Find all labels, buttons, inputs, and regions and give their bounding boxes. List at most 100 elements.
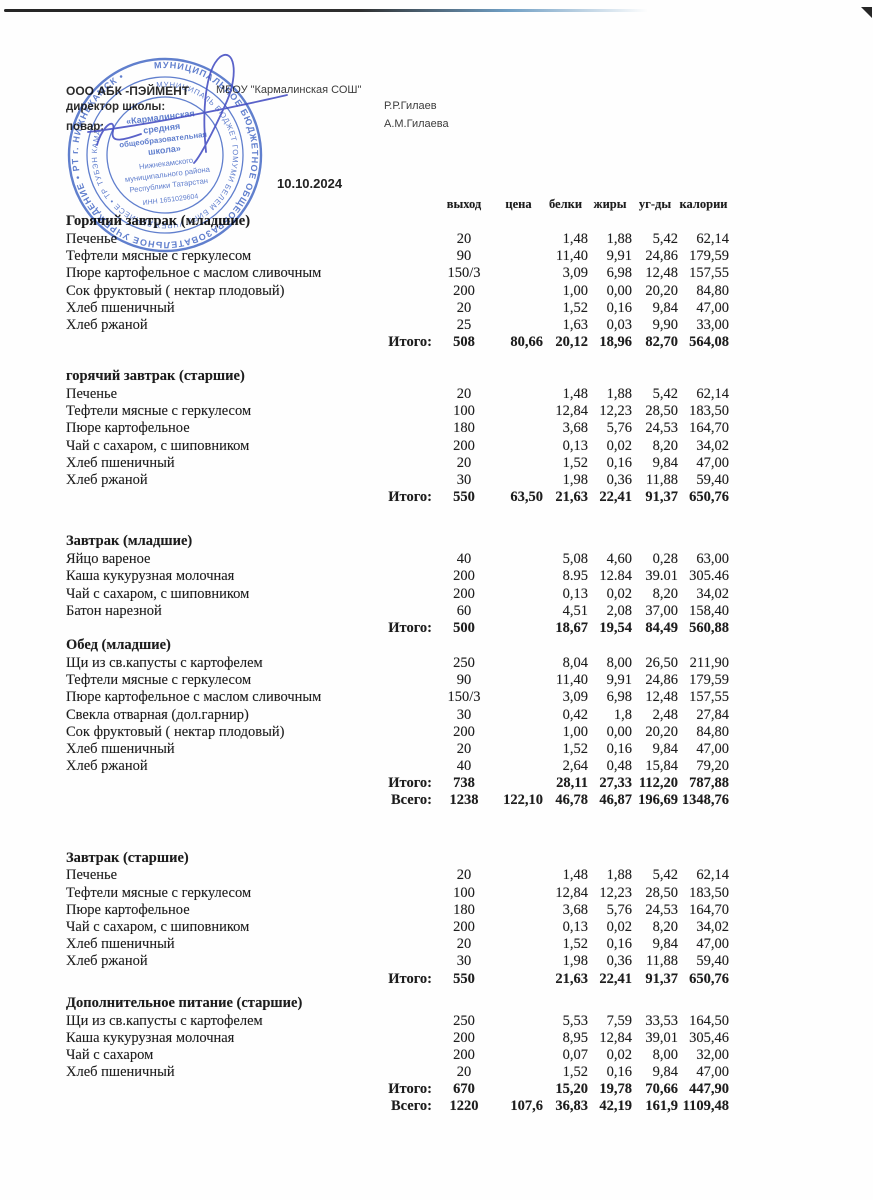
cell-protein: 1,52 — [562, 299, 588, 316]
cell-out: 20 — [456, 936, 472, 953]
cell-fat: 0,16 — [606, 740, 632, 757]
cell-protein: 3,09 — [562, 689, 588, 706]
dish-name: Сок фруктовый ( нектар плодовый) — [66, 723, 285, 740]
cell-out: 550 — [453, 489, 475, 506]
dish-name: Чай с сахаром, с шиповником — [66, 918, 250, 935]
menu-section: Обед (младшие) Щи из св.капусты с картофе… — [66, 637, 729, 809]
menu-row: Тефтели мясные с геркулесом 90 11,40 9,91 24… — [66, 672, 729, 689]
menu-row: Тефтели мясные с геркулесом 90 11,40 9,91 24… — [66, 248, 729, 265]
cell-carbs: 28,50 — [645, 403, 678, 420]
menu-row: Яйцо вареное 40 5,08 4,60 0,28 63,00 — [66, 551, 729, 568]
total-row: Итого: 508 80,66 20,12 18,96 82,70 564,08 — [66, 334, 729, 351]
menu-row: Тефтели мясные с геркулесом 100 12,84 12,23… — [66, 403, 729, 420]
total-row: Итого: 550 21,63 22,41 91,37 650,76 — [66, 971, 729, 988]
cell-out: 20 — [456, 230, 472, 247]
cell-carbs: 11,88 — [645, 953, 678, 970]
cell-out: 508 — [453, 334, 475, 351]
cell-fat: 9,91 — [606, 672, 632, 689]
dish-name: Пюре картофельное — [66, 420, 190, 437]
cell-protein: 11,40 — [555, 672, 588, 689]
cell-fat: 0,48 — [606, 758, 632, 775]
cell-protein: 21,63 — [555, 489, 588, 506]
cell-out: 200 — [453, 568, 475, 585]
cell-protein: 0,07 — [562, 1046, 588, 1063]
cell-fat: 0,00 — [606, 282, 632, 299]
total-row: Всего: 1220 107,6 36,83 42,19 161,9 1109,48 — [66, 1098, 729, 1115]
cell-carbs: 8,20 — [652, 585, 678, 602]
cell-out: 200 — [453, 1029, 475, 1046]
cell-out: 180 — [453, 901, 475, 918]
cell-cal: 47,00 — [696, 1064, 729, 1081]
menu-row: Тефтели мясные с геркулесом 100 12,84 12,23… — [66, 885, 729, 902]
cell-carbs: 5,42 — [652, 386, 678, 403]
director-signature-loop — [193, 54, 235, 164]
cell-carbs: 11,88 — [645, 472, 678, 489]
cell-protein: 1,48 — [562, 386, 588, 403]
cell-out: 20 — [456, 454, 472, 471]
cell-cal: 164,70 — [689, 420, 729, 437]
cell-fat: 1,88 — [606, 230, 632, 247]
cell-price: 107,6 — [510, 1098, 543, 1115]
cell-fat: 0,03 — [606, 316, 632, 333]
cell-cal: 179,59 — [689, 672, 729, 689]
dish-name: Печенье — [66, 386, 118, 403]
cell-cal: 84,80 — [696, 723, 729, 740]
cell-out: 150/3 — [447, 689, 481, 706]
cell-carbs: 28,50 — [645, 884, 678, 901]
cell-price: 80,66 — [510, 334, 543, 351]
col-header-fat: жиры — [593, 197, 627, 211]
supplier-org-name: ООО АБК -ПЭЙМЕНТ — [66, 84, 190, 98]
section-title: горячий завтрак (старшие) — [66, 368, 245, 385]
cell-cal: 79,20 — [696, 758, 729, 775]
menu-row: Хлеб пшеничный 20 1,52 0,16 9,84 47,00 — [66, 455, 729, 472]
cell-cal: 47,00 — [696, 740, 729, 757]
cell-protein: 21,63 — [555, 970, 588, 987]
cell-out: 1238 — [449, 792, 479, 809]
stamp-line: муниципального района — [124, 165, 211, 184]
total-label: Итого: — [388, 1081, 432, 1098]
cell-carbs: 33,53 — [645, 1012, 678, 1029]
menu-row: Хлеб пшеничный 20 1,52 0,16 9,84 47,00 — [66, 300, 729, 317]
cell-carbs: 24,53 — [645, 901, 678, 918]
cell-cal: 305,46 — [689, 1029, 729, 1046]
cell-cal: 1348,76 — [681, 792, 729, 809]
cell-cal: 564,08 — [689, 334, 729, 351]
cell-cal: 157,55 — [689, 689, 729, 706]
dish-name: Хлеб пшеничный — [66, 1064, 175, 1081]
menu-section: горячий завтрак (старшие) Печенье 20 1,48 1,… — [66, 368, 729, 506]
cell-carbs: 15,84 — [645, 758, 678, 775]
dish-name: Хлеб ржаной — [66, 316, 148, 333]
section-title: Горячий завтрак (младшие) — [66, 213, 251, 230]
dish-name: Яйцо вареное — [66, 551, 151, 568]
cook-role-label: повар: — [66, 121, 105, 133]
cell-protein: 0,13 — [562, 437, 588, 454]
cell-fat: 8,00 — [606, 654, 632, 671]
dish-name: Каша кукурузная молочная — [66, 568, 235, 585]
cell-carbs: 82,70 — [645, 334, 678, 351]
cell-fat: 6,98 — [606, 265, 632, 282]
dish-name: Хлеб ржаной — [66, 472, 148, 489]
menu-table: выход цена белки жиры уг-ды калории Горя… — [66, 196, 729, 1116]
cell-protein: 8.95 — [562, 568, 588, 585]
menu-row: Щи из св.капусты с картофелем 250 8,04 8,00… — [66, 655, 729, 672]
dish-name: Чай с сахаром, с шиповником — [66, 437, 250, 454]
dish-name: Хлеб пшеничный — [66, 299, 175, 316]
menu-row: Батон нарезной 60 4,51 2,08 37,00 158,40 — [66, 603, 729, 620]
cell-protein: 1,63 — [562, 316, 588, 333]
cell-protein: 2,64 — [562, 758, 588, 775]
menu-row: Пюре картофельное 180 3,68 5,76 24,53 164,70 — [66, 420, 729, 437]
menu-row: Хлеб пшеничный 20 1,52 0,16 9,84 47,00 — [66, 741, 729, 758]
menu-row: Печенье 20 1,48 1,88 5,42 62,14 — [66, 867, 729, 884]
cell-price: 63,50 — [510, 489, 543, 506]
cell-fat: 6,98 — [606, 689, 632, 706]
menu-row: Сок фруктовый ( нектар плодовый) 200 1,00 0… — [66, 724, 729, 741]
cell-carbs: 9,84 — [652, 454, 678, 471]
cell-fat: 2,08 — [606, 602, 632, 619]
cell-fat: 18,96 — [599, 334, 632, 351]
cell-protein: 1,48 — [562, 230, 588, 247]
cell-out: 100 — [453, 884, 475, 901]
cell-cal: 59,40 — [696, 472, 729, 489]
cell-fat: 0,36 — [606, 472, 632, 489]
cell-fat: 4,60 — [606, 551, 632, 568]
cell-out: 550 — [453, 970, 475, 987]
